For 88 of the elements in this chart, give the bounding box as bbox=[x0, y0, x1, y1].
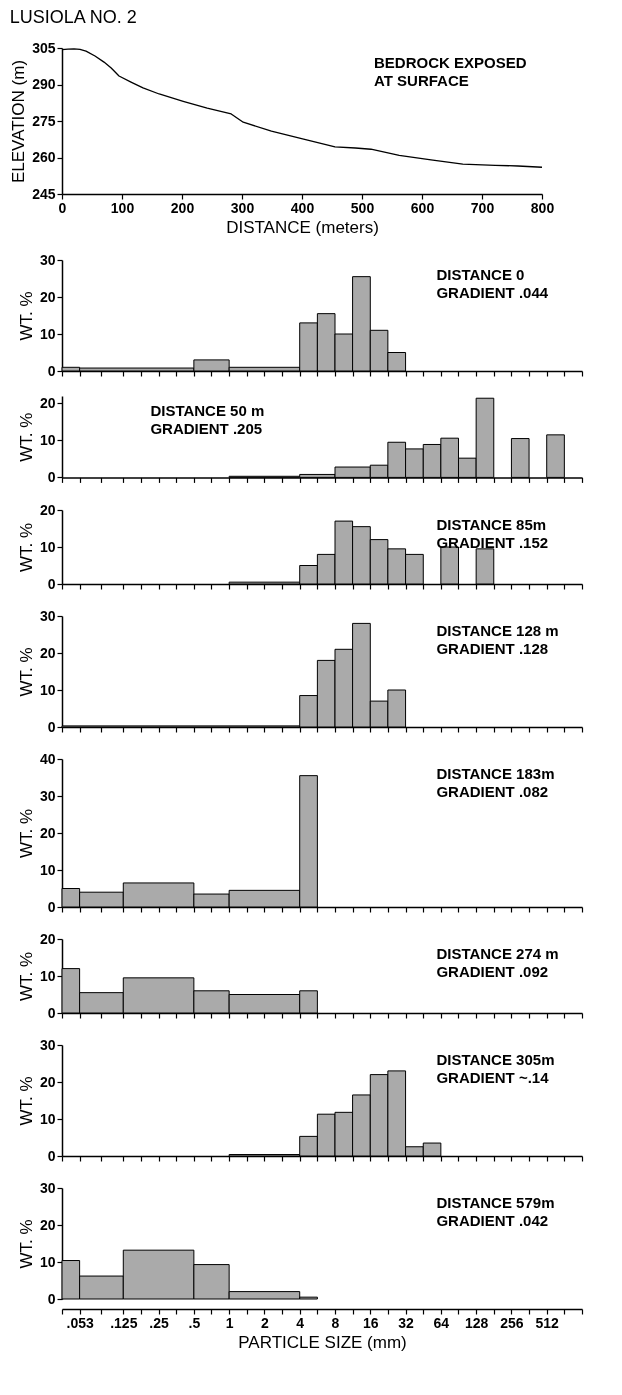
y-tick-label: 0 bbox=[47, 718, 56, 735]
x-tick-label: 200 bbox=[170, 199, 195, 216]
y-tick-label: 10 bbox=[39, 1110, 56, 1127]
y-tick-label: 40 bbox=[39, 750, 56, 767]
y-tick-label: 20 bbox=[39, 288, 56, 305]
x-tick-label: 512 bbox=[535, 1314, 560, 1331]
x-tick-label: 128 bbox=[464, 1314, 489, 1331]
annotation: GRADIENT .205 bbox=[150, 420, 263, 437]
x-tick-label: 500 bbox=[350, 199, 375, 216]
annotation: DISTANCE 50 m bbox=[150, 402, 265, 419]
x-tick-label: 256 bbox=[500, 1314, 524, 1331]
y-tick-label: 245 bbox=[32, 185, 56, 202]
x-tick-label: .5 bbox=[188, 1314, 201, 1331]
x-tick-label: 0 bbox=[58, 199, 67, 216]
y-axis-title: WT. % bbox=[16, 522, 36, 573]
annotation: DISTANCE 0 bbox=[436, 266, 525, 283]
y-axis-title: WT. % bbox=[16, 647, 36, 697]
y-tick-label: 30 bbox=[39, 787, 56, 804]
y-axis-title: WT. % bbox=[16, 291, 36, 341]
x-tick-label: 32 bbox=[398, 1314, 415, 1331]
x-tick-label: 2 bbox=[261, 1314, 270, 1331]
annotation: DISTANCE 305m bbox=[436, 1051, 555, 1068]
y-tick-label: 275 bbox=[32, 112, 56, 129]
annotation: GRADIENT .042 bbox=[436, 1212, 549, 1229]
y-tick-label: 20 bbox=[39, 930, 56, 947]
y-tick-label: 20 bbox=[39, 1216, 56, 1233]
x-tick-label: 600 bbox=[410, 199, 435, 216]
y-tick-label: 20 bbox=[39, 644, 56, 661]
y-tick-label: 30 bbox=[39, 607, 56, 624]
y-tick-label: 10 bbox=[39, 861, 56, 878]
y-tick-label: 0 bbox=[47, 468, 56, 485]
y-tick-label: 290 bbox=[32, 76, 56, 92]
y-tick-label: 20 bbox=[39, 394, 56, 411]
chart-title: LUSIOLA NO. 2 bbox=[9, 7, 137, 27]
y-tick-label: 20 bbox=[39, 501, 56, 518]
x-tick-label: 800 bbox=[530, 199, 555, 216]
y-tick-label: 0 bbox=[47, 1290, 56, 1307]
annotation: GRADIENT .044 bbox=[436, 284, 549, 301]
x-tick-label: .125 bbox=[110, 1314, 138, 1331]
y-tick-label: 10 bbox=[39, 967, 56, 984]
annotation: GRADIENT .152 bbox=[436, 534, 549, 551]
y-axis-title: WT. % bbox=[16, 951, 36, 1002]
y-axis-title: WT. % bbox=[16, 1219, 36, 1269]
annotation: BEDROCK EXPOSED bbox=[374, 54, 527, 71]
x-axis-title: PARTICLE SIZE (mm) bbox=[238, 1332, 407, 1352]
y-tick-label: 10 bbox=[39, 1253, 56, 1270]
y-tick-label: 20 bbox=[39, 824, 56, 841]
y-tick-label: 0 bbox=[47, 1147, 56, 1164]
x-tick-label: .053 bbox=[66, 1314, 94, 1331]
annotation: GRADIENT .128 bbox=[436, 640, 549, 657]
annotation: DISTANCE 85m bbox=[436, 516, 547, 533]
annotation: DISTANCE 128 m bbox=[436, 622, 559, 639]
annotation: DISTANCE 579m bbox=[436, 1194, 555, 1211]
x-tick-label: 4 bbox=[296, 1314, 305, 1331]
x-tick-label: 1 bbox=[225, 1314, 234, 1331]
x-tick-label: 64 bbox=[433, 1314, 450, 1331]
y-tick-label: 0 bbox=[47, 575, 56, 592]
x-tick-label: 700 bbox=[470, 199, 495, 216]
y-tick-label: 30 bbox=[39, 251, 56, 268]
y-tick-label: 20 bbox=[39, 1073, 56, 1090]
annotation: GRADIENT ~.14 bbox=[436, 1069, 550, 1086]
y-tick-label: 30 bbox=[39, 1179, 56, 1196]
x-tick-label: 16 bbox=[363, 1314, 379, 1331]
x-tick-label: .25 bbox=[149, 1314, 170, 1331]
y-tick-label: 0 bbox=[47, 362, 56, 379]
annotation: DISTANCE 274 m bbox=[436, 945, 559, 962]
x-tick-label: 8 bbox=[331, 1314, 340, 1331]
y-tick-label: 0 bbox=[47, 1004, 56, 1021]
y-tick-label: 305 bbox=[32, 39, 56, 56]
annotation: AT SURFACE bbox=[374, 72, 469, 89]
annotation: DISTANCE 183m bbox=[436, 765, 555, 782]
x-tick-label: 100 bbox=[110, 199, 135, 216]
y-tick-label: 10 bbox=[39, 681, 56, 698]
y-tick-label: 260 bbox=[32, 149, 56, 165]
y-tick-label: 0 bbox=[47, 898, 56, 915]
y-axis-title: ELEVATION (m) bbox=[9, 59, 29, 184]
y-axis-title: WT. % bbox=[16, 1076, 36, 1126]
y-axis-title: WT. % bbox=[16, 412, 36, 462]
y-tick-label: 10 bbox=[39, 431, 56, 448]
x-tick-label: 300 bbox=[230, 199, 255, 216]
annotation: GRADIENT .082 bbox=[436, 783, 549, 800]
y-tick-label: 10 bbox=[39, 325, 56, 342]
y-tick-label: 30 bbox=[39, 1036, 56, 1053]
y-axis-title: WT. % bbox=[16, 808, 36, 859]
x-tick-label: 400 bbox=[290, 199, 315, 216]
y-tick-label: 10 bbox=[39, 538, 56, 555]
x-axis-title: DISTANCE (meters) bbox=[226, 217, 379, 237]
annotation: GRADIENT .092 bbox=[436, 963, 549, 980]
